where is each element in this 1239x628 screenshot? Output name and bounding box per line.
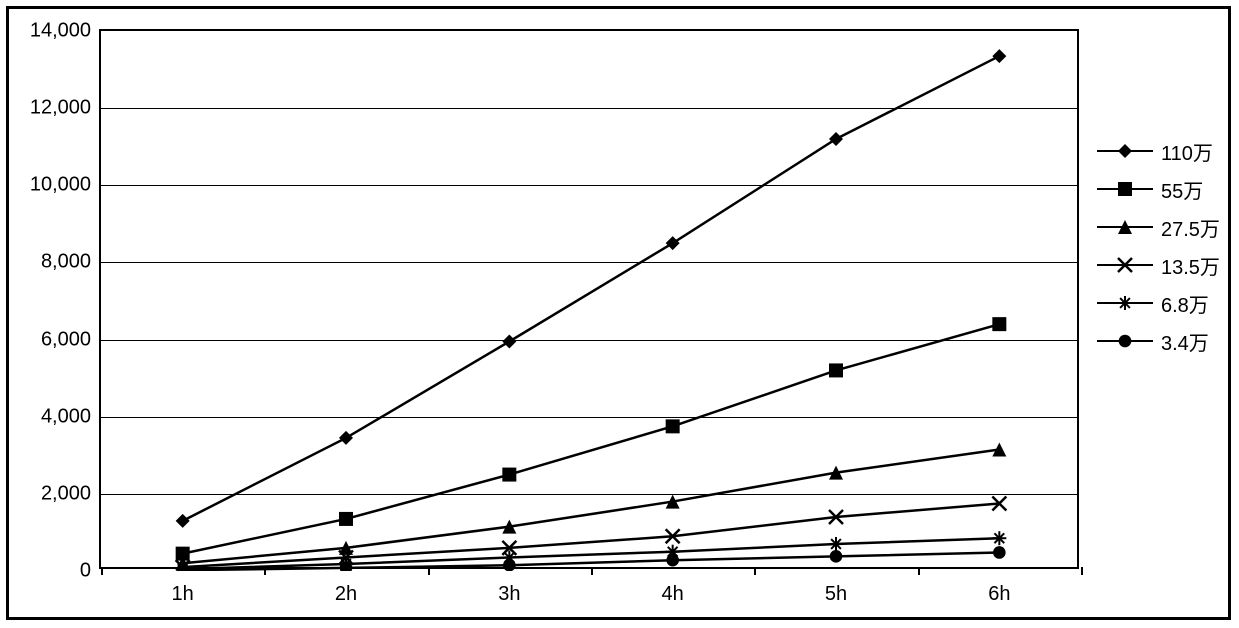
series-marker [503,559,516,571]
legend-swatch [1097,291,1153,315]
series-marker [176,514,190,528]
legend-label: 13.5万 [1161,251,1220,280]
grid-line [101,108,1077,109]
legend-item: 13.5万 [1097,253,1220,277]
series-marker [992,317,1006,331]
series-marker [176,562,190,571]
grid-line [101,185,1077,186]
series-line [183,450,1000,564]
chart-frame: 0 2,000 4,000 6,000 8,000 10,000 12,000 14,000 1… [6,6,1231,620]
series-marker [829,466,843,480]
y-tick-label: 6,000 [11,328,91,351]
grid-line [101,494,1077,495]
legend-label: 55万 [1161,175,1203,204]
legend-swatch [1097,329,1153,353]
y-tick-label: 0 [11,560,91,583]
series-marker [830,550,843,563]
legend-item: 6.8万 [1097,291,1220,315]
legend-label: 6.8万 [1161,289,1209,318]
series-layer [101,31,1081,571]
series-marker [666,554,679,567]
legend-item: 27.5万 [1097,215,1220,239]
legend-label: 110万 [1161,137,1213,166]
plot-area: 02,0004,0006,0008,00010,00012,00014,0001… [99,29,1079,569]
series-marker [993,546,1006,559]
legend-swatch [1097,253,1153,277]
legend-item: 55万 [1097,177,1220,201]
series-marker [339,551,353,565]
series-marker [666,236,680,250]
legend-swatch [1097,177,1153,201]
x-tick-mark [264,567,266,575]
x-tick-label: 5h [825,583,847,606]
series-marker [666,529,680,543]
y-tick-label: 10,000 [11,174,91,197]
series-marker [339,512,353,526]
legend-label: 3.4万 [1161,327,1209,356]
legend-swatch [1097,139,1153,163]
x-tick-mark [918,567,920,575]
series-marker [502,551,516,565]
grid-line [101,417,1077,418]
series-marker [992,531,1006,545]
series-line [183,56,1000,521]
series-marker [829,363,843,377]
legend-swatch [1097,215,1153,239]
x-tick-mark [591,567,593,575]
series-marker [992,443,1006,457]
x-tick-mark [101,567,103,575]
x-tick-label: 1h [172,583,194,606]
y-tick-label: 12,000 [11,97,91,120]
y-tick-label: 8,000 [11,251,91,274]
series-marker [829,510,843,524]
y-tick-label: 14,000 [11,20,91,43]
series-marker [502,468,516,482]
series-marker [829,132,843,146]
legend-item: 110万 [1097,139,1220,163]
x-tick-mark [1081,567,1083,575]
grid-line [101,262,1077,263]
series-marker [176,556,190,570]
x-tick-label: 6h [988,583,1010,606]
series-marker [992,497,1006,511]
x-tick-label: 2h [335,583,357,606]
legend-item: 3.4万 [1097,329,1220,353]
series-marker [502,541,516,555]
series-line [183,538,1000,569]
series-line [183,324,1000,554]
series-marker [339,431,353,445]
series-marker [176,564,189,571]
series-marker [339,557,353,571]
series-marker [502,520,516,534]
x-tick-mark [428,567,430,575]
series-marker [176,560,190,571]
series-line [183,504,1000,568]
series-marker [666,419,680,433]
series-marker [502,335,516,349]
legend: 110万 55万 27.5万 13.5万 6.8万 3.4万 [1097,139,1220,367]
y-tick-label: 2,000 [11,482,91,505]
series-marker [992,49,1006,63]
x-tick-label: 3h [498,583,520,606]
y-tick-label: 4,000 [11,405,91,428]
series-marker [339,541,353,555]
series-marker [666,545,680,559]
x-tick-mark [754,567,756,575]
grid-line [101,340,1077,341]
series-marker [176,547,190,561]
series-marker [666,495,680,509]
series-marker [340,562,353,571]
series-marker [829,537,843,551]
x-tick-label: 4h [662,583,684,606]
legend-label: 27.5万 [1161,213,1220,242]
